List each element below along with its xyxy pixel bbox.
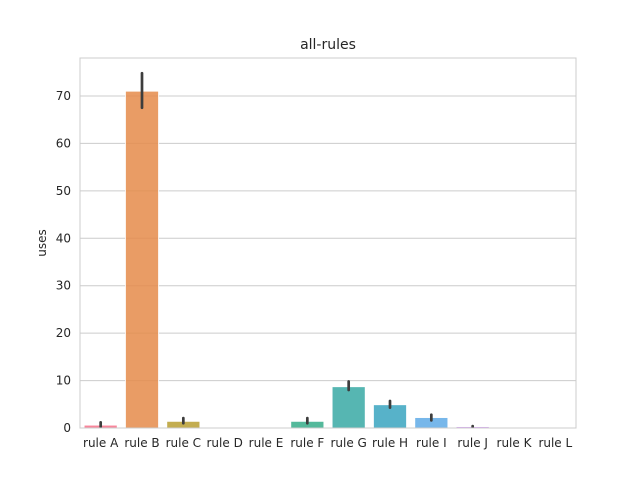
- y-axis-label: uses: [35, 229, 49, 257]
- bar-rule-b: [125, 90, 159, 429]
- x-tick-label: rule H: [372, 436, 408, 450]
- y-tick-label: 0: [63, 421, 71, 435]
- y-tick-label: 30: [56, 279, 71, 293]
- chart-title: all-rules: [300, 37, 356, 53]
- y-tick-label: 10: [56, 374, 71, 388]
- x-tick-label: rule J: [457, 436, 488, 450]
- y-tick-label: 60: [56, 136, 71, 150]
- x-tick-label: rule F: [290, 436, 324, 450]
- y-tick-label: 70: [56, 89, 71, 103]
- bar-rule-g: [331, 386, 366, 429]
- plot-frame: [79, 57, 577, 429]
- x-tick-label: rule D: [207, 436, 243, 450]
- y-tick-label: 20: [56, 326, 71, 340]
- error-bars: [99, 71, 475, 429]
- x-tick-label: rule G: [330, 436, 366, 450]
- x-tick-label: rule I: [416, 436, 447, 450]
- x-tick-labels: rule A rule B rule C rule D rule E rule F rule…: [83, 436, 572, 450]
- y-tick-label: 40: [56, 231, 71, 245]
- y-tick-label: 50: [56, 184, 71, 198]
- x-tick-label: rule B: [124, 436, 159, 450]
- x-tick-label: rule A: [83, 436, 119, 450]
- y-tick-labels: 0 10 20 30 40 50 60 70: [56, 89, 71, 435]
- x-tick-label: rule E: [249, 436, 284, 450]
- plot-background: [80, 58, 576, 428]
- x-tick-label: rule C: [166, 436, 201, 450]
- x-tick-label: rule K: [497, 436, 533, 450]
- x-tick-label: rule L: [538, 436, 572, 450]
